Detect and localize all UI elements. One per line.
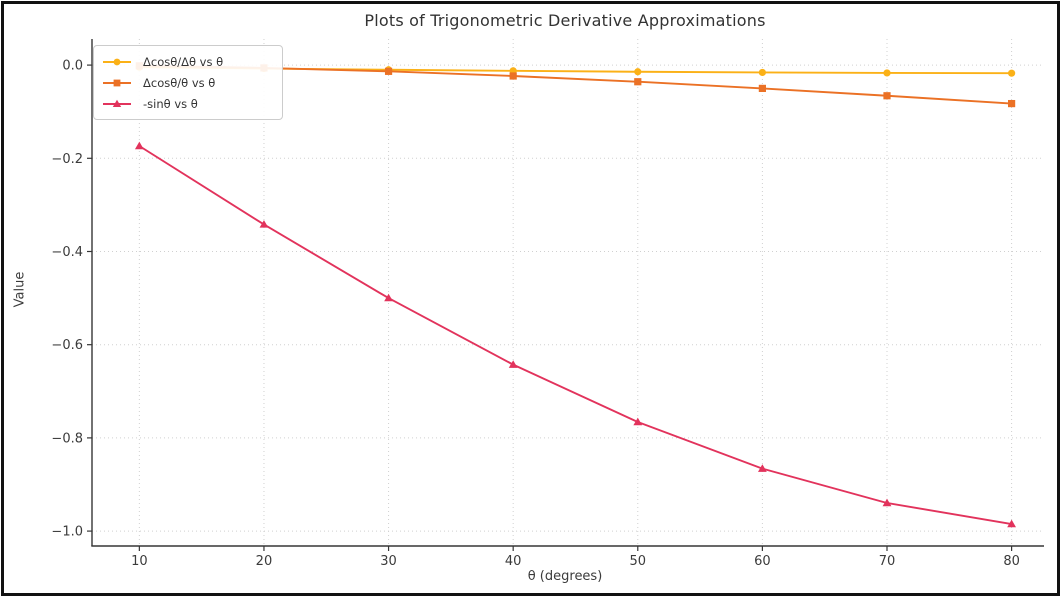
x-tick-label: 80 xyxy=(1003,554,1020,569)
data-point-triangle xyxy=(1007,519,1017,528)
data-point-circle xyxy=(758,68,766,77)
data-point-square xyxy=(1008,99,1016,108)
data-point-triangle xyxy=(112,99,122,107)
circle-marker-icon xyxy=(103,58,131,65)
x-tick-label: 70 xyxy=(879,554,896,569)
series-2 xyxy=(134,141,1017,528)
x-tick-label: 20 xyxy=(256,554,273,569)
y-tick-label: −1.0 xyxy=(51,525,83,540)
data-point-square xyxy=(113,79,121,86)
square-marker-icon xyxy=(103,79,131,86)
legend: Δcosθ/Δθ vs θ Δcosθ/θ vs θ -sinθ vs θ xyxy=(93,45,283,120)
data-point-triangle xyxy=(259,220,269,228)
data-point-square xyxy=(883,92,891,100)
data-point-triangle xyxy=(633,417,643,426)
data-series xyxy=(134,62,1017,528)
data-point-square xyxy=(758,84,766,92)
x-tick-label: 60 xyxy=(754,554,771,569)
data-point-square xyxy=(384,67,393,75)
axes-spines xyxy=(91,39,1044,547)
chart-title: Plots of Trigonometric Derivative Approx… xyxy=(364,11,766,30)
series-line xyxy=(138,145,1013,525)
legend-label: -sinθ vs θ xyxy=(143,96,198,111)
y-tick-label: −0.2 xyxy=(51,152,83,167)
chart-canvas: 10 20 30 40 50 60 70 80 0.0 −0.2 −0.4 −0.6 −0.8 −1.0 xyxy=(51,39,1044,569)
y-axis-label: Value xyxy=(12,271,28,308)
data-point-triangle xyxy=(134,141,144,150)
data-point-circle xyxy=(634,68,642,76)
series-line xyxy=(138,64,1013,105)
data-point-triangle xyxy=(508,360,518,368)
y-tick-label: −0.4 xyxy=(51,245,83,260)
x-axis-label: θ (degrees) xyxy=(527,569,603,584)
legend-label: Δcosθ/θ vs θ xyxy=(143,75,216,90)
x-tick-label: 10 xyxy=(131,554,148,569)
data-point-square xyxy=(509,72,517,80)
data-point-triangle xyxy=(757,464,767,472)
x-tick-label: 40 xyxy=(505,554,522,569)
legend-entry-2: -sinθ vs θ xyxy=(102,93,270,114)
data-point-circle xyxy=(113,58,121,65)
x-tick-label: 30 xyxy=(380,554,397,569)
tick-labels: 10 20 30 40 50 60 70 80 0.0 −0.2 −0.4 −0.6 −0.8 −1.0 xyxy=(51,59,1019,569)
legend-entry-0: Δcosθ/Δθ vs θ xyxy=(102,51,270,72)
y-tick-label: 0.0 xyxy=(62,59,83,74)
legend-entry-1: Δcosθ/θ vs θ xyxy=(102,72,270,93)
gridlines xyxy=(92,39,1044,546)
legend-label: Δcosθ/Δθ vs θ xyxy=(143,54,224,69)
tick-marks xyxy=(87,64,1013,551)
triangle-marker-icon xyxy=(103,99,131,107)
data-point-triangle xyxy=(882,498,892,507)
data-point-circle xyxy=(883,69,891,77)
x-tick-label: 50 xyxy=(630,554,647,569)
data-point-square xyxy=(634,78,642,86)
y-tick-label: −0.8 xyxy=(51,431,83,446)
data-point-triangle xyxy=(384,293,393,302)
y-tick-label: −0.6 xyxy=(51,338,83,353)
data-point-circle xyxy=(1008,69,1016,77)
